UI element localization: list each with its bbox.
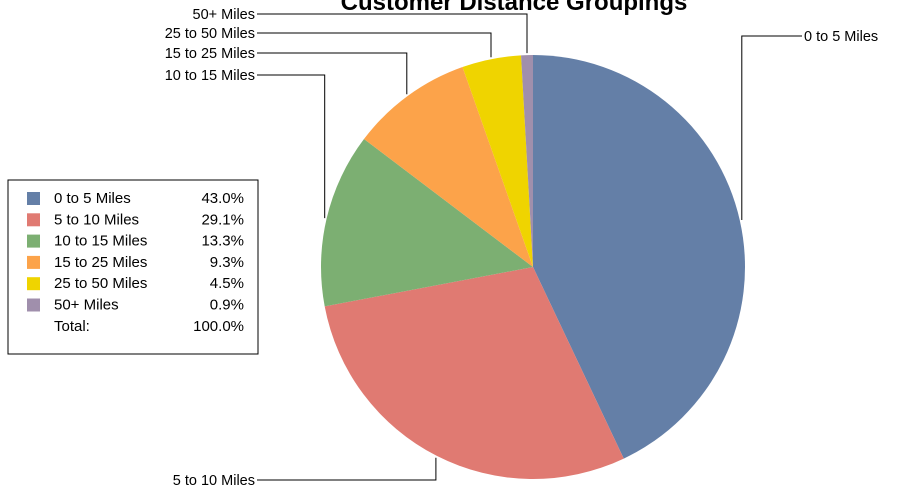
legend-item-0-to-5-miles: 0 to 5 Miles 43.0% — [27, 190, 244, 207]
callout-25-to-50-miles: 25 to 50 Miles — [165, 26, 492, 58]
callout-label: 0 to 5 Miles — [804, 29, 878, 45]
legend-value: 0.9% — [210, 297, 244, 314]
legend-total-row: Total: 100.0% — [54, 318, 244, 335]
legend: 0 to 5 Miles 43.0% 5 to 10 Miles 29.1% 10 to… — [7, 179, 259, 355]
legend-label: 10 to 15 Miles — [54, 233, 147, 250]
legend-value: 9.3% — [210, 254, 244, 271]
callout-5-to-10-miles: 5 to 10 Miles — [173, 457, 437, 489]
callout-line — [741, 35, 802, 220]
pie-slices — [321, 55, 745, 479]
callout-line — [257, 32, 492, 58]
legend-label: 25 to 50 Miles — [54, 275, 147, 292]
legend-box — [7, 179, 259, 355]
callout-50plus-miles: 50+ Miles — [193, 7, 528, 54]
pie-slice-15-to-25-miles — [363, 67, 533, 267]
callout-label: 50+ Miles — [193, 7, 255, 23]
legend-item-10-to-15-miles: 10 to 15 Miles 13.3% — [27, 233, 244, 250]
legend-value: 43.0% — [201, 190, 244, 207]
pie-slice-25-to-50-miles — [462, 55, 533, 268]
callout-label: 25 to 50 Miles — [165, 26, 255, 42]
legend-swatch — [27, 234, 40, 248]
legend-label: 0 to 5 Miles — [54, 190, 131, 207]
callout-line — [257, 52, 408, 95]
callout-10-to-15-miles: 10 to 15 Miles — [165, 68, 326, 219]
legend-total-label: Total: — [54, 318, 90, 335]
callout-label: 10 to 15 Miles — [165, 68, 255, 84]
slice-callouts: 0 to 5 Miles 5 to 10 Miles 10 to 15 Miles 1… — [165, 7, 878, 489]
legend-swatch — [27, 213, 40, 227]
legend-value: 13.3% — [201, 233, 244, 250]
callout-line — [257, 13, 528, 54]
legend-label: 5 to 10 Miles — [54, 211, 139, 228]
callout-line — [257, 457, 437, 481]
legend-swatch — [27, 298, 40, 312]
callout-line — [257, 74, 326, 219]
pie-slice-10-to-15-miles — [321, 139, 533, 307]
callout-0-to-5-miles: 0 to 5 Miles — [741, 29, 878, 220]
pie-slice-50plus-miles — [521, 55, 533, 267]
legend-label: 50+ Miles — [54, 297, 119, 314]
callout-label: 15 to 25 Miles — [165, 46, 255, 62]
pie-slice-5-to-10-miles — [324, 267, 624, 479]
legend-item-25-to-50-miles: 25 to 50 Miles 4.5% — [27, 275, 244, 292]
legend-swatch — [27, 192, 40, 205]
legend-item-5-to-10-miles: 5 to 10 Miles 29.1% — [27, 211, 244, 228]
legend-swatch — [27, 255, 40, 269]
pie-slice-0-to-5-miles — [533, 55, 745, 459]
legend-item-50plus-miles: 50+ Miles 0.9% — [27, 297, 244, 314]
legend-value: 4.5% — [210, 275, 244, 292]
legend-label: 15 to 25 Miles — [54, 254, 147, 271]
legend-total-value: 100.0% — [193, 318, 244, 335]
callout-15-to-25-miles: 15 to 25 Miles — [165, 46, 408, 95]
legend-item-15-to-25-miles: 15 to 25 Miles 9.3% — [27, 254, 244, 271]
legend-value: 29.1% — [201, 211, 244, 228]
chart-title: Customer Distance Groupings — [341, 0, 688, 16]
legend-swatch — [27, 277, 40, 291]
callout-label: 5 to 10 Miles — [173, 473, 255, 489]
